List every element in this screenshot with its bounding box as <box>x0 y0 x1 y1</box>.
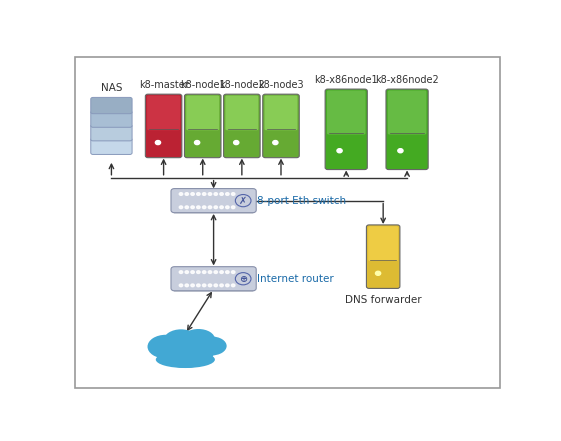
Circle shape <box>180 284 183 287</box>
Circle shape <box>214 271 218 273</box>
FancyBboxPatch shape <box>147 96 180 130</box>
Text: k8-node2: k8-node2 <box>219 80 265 90</box>
Circle shape <box>185 193 188 195</box>
Circle shape <box>232 284 235 287</box>
FancyBboxPatch shape <box>366 225 400 288</box>
Circle shape <box>195 141 200 145</box>
FancyBboxPatch shape <box>388 90 426 135</box>
Circle shape <box>208 193 211 195</box>
FancyBboxPatch shape <box>224 94 260 158</box>
Circle shape <box>191 284 194 287</box>
Text: ✗: ✗ <box>239 196 247 206</box>
Circle shape <box>185 206 188 209</box>
Circle shape <box>226 193 229 195</box>
FancyBboxPatch shape <box>327 90 366 135</box>
Circle shape <box>232 206 235 209</box>
Circle shape <box>208 206 211 209</box>
Ellipse shape <box>156 351 215 368</box>
Circle shape <box>191 271 194 273</box>
Circle shape <box>214 284 218 287</box>
FancyBboxPatch shape <box>368 226 398 261</box>
Circle shape <box>197 271 200 273</box>
Circle shape <box>220 271 223 273</box>
Circle shape <box>197 206 200 209</box>
Circle shape <box>220 284 223 287</box>
FancyBboxPatch shape <box>226 96 259 130</box>
Circle shape <box>214 206 218 209</box>
Circle shape <box>203 271 206 273</box>
Circle shape <box>226 206 229 209</box>
FancyBboxPatch shape <box>91 97 132 114</box>
FancyBboxPatch shape <box>173 287 254 292</box>
Ellipse shape <box>148 335 184 359</box>
Circle shape <box>236 273 251 285</box>
FancyBboxPatch shape <box>185 94 221 158</box>
FancyBboxPatch shape <box>171 267 256 291</box>
FancyBboxPatch shape <box>145 94 182 158</box>
Circle shape <box>232 193 235 195</box>
FancyBboxPatch shape <box>91 138 132 154</box>
Circle shape <box>226 271 229 273</box>
Circle shape <box>203 284 206 287</box>
Circle shape <box>233 141 239 145</box>
Circle shape <box>398 149 403 153</box>
Circle shape <box>191 206 194 209</box>
Circle shape <box>155 141 160 145</box>
FancyBboxPatch shape <box>186 96 219 130</box>
Text: k8-x86node2: k8-x86node2 <box>375 75 439 85</box>
FancyBboxPatch shape <box>386 89 428 169</box>
Circle shape <box>197 284 200 287</box>
Circle shape <box>208 271 211 273</box>
Text: k8-node3: k8-node3 <box>258 80 304 90</box>
Text: k8-x86node1: k8-x86node1 <box>314 75 378 85</box>
Circle shape <box>220 193 223 195</box>
Circle shape <box>214 193 218 195</box>
Circle shape <box>203 193 206 195</box>
Text: DNS forwarder: DNS forwarder <box>345 295 421 305</box>
Circle shape <box>203 206 206 209</box>
Ellipse shape <box>196 336 227 355</box>
Text: Internet router: Internet router <box>257 274 334 284</box>
Text: 8-port Eth switch: 8-port Eth switch <box>257 196 346 206</box>
Circle shape <box>236 194 251 207</box>
Circle shape <box>180 271 183 273</box>
Text: ⊕: ⊕ <box>239 274 247 284</box>
FancyBboxPatch shape <box>264 96 297 130</box>
Circle shape <box>180 193 183 195</box>
Ellipse shape <box>157 339 214 368</box>
FancyBboxPatch shape <box>171 189 256 213</box>
Circle shape <box>273 141 278 145</box>
Circle shape <box>185 271 188 273</box>
Text: k8-master: k8-master <box>139 80 188 90</box>
Text: NAS: NAS <box>100 83 122 93</box>
Circle shape <box>180 206 183 209</box>
Circle shape <box>208 284 211 287</box>
FancyBboxPatch shape <box>91 111 132 127</box>
Circle shape <box>197 193 200 195</box>
FancyBboxPatch shape <box>263 94 299 158</box>
Circle shape <box>220 206 223 209</box>
Ellipse shape <box>164 329 199 352</box>
Circle shape <box>337 149 342 153</box>
Circle shape <box>185 284 188 287</box>
FancyBboxPatch shape <box>91 124 132 141</box>
Circle shape <box>226 284 229 287</box>
Circle shape <box>232 271 235 273</box>
Ellipse shape <box>182 329 215 349</box>
FancyBboxPatch shape <box>173 209 254 213</box>
Circle shape <box>375 271 381 275</box>
FancyBboxPatch shape <box>325 89 367 169</box>
Circle shape <box>191 193 194 195</box>
Text: k8-node1: k8-node1 <box>180 80 226 90</box>
